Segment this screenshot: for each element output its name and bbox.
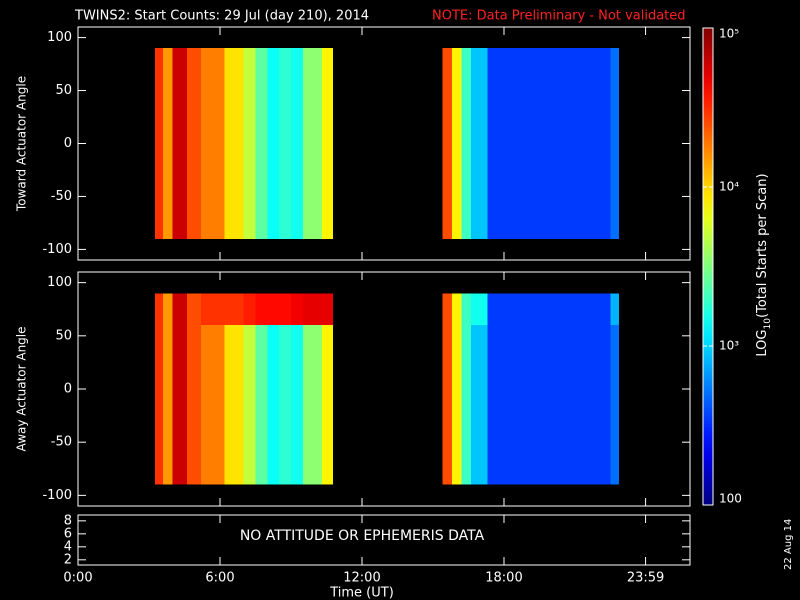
y-axis-label: Toward Actuator Angle [15, 76, 29, 212]
heatmap-cell [243, 293, 256, 326]
heatmap-cell [302, 293, 323, 326]
colorbar-label-sub: 10 [763, 318, 773, 330]
colorbar-tick-label: 100 [719, 492, 742, 506]
y-tick-label: 100 [47, 275, 72, 290]
heatmap-cell [451, 293, 462, 326]
y-tick-label: -50 [51, 189, 72, 204]
y-tick-label: 0 [64, 136, 72, 151]
heatmap-cell [610, 293, 620, 326]
heatmap-cell [201, 325, 226, 485]
heatmap-cell [155, 325, 164, 485]
heatmap-cell [255, 293, 268, 326]
heatmap-cell [255, 325, 268, 485]
colorbar-tick-label: 10³ [719, 339, 739, 353]
y-tick-label: 100 [47, 30, 72, 45]
heatmap-cell [201, 293, 226, 326]
heatmap-cell [172, 293, 188, 326]
heatmap-cell [186, 293, 202, 326]
y-tick-label: -100 [42, 242, 72, 257]
heatmap-cell [321, 325, 334, 485]
colorbar-tick-label: 10⁴ [719, 180, 739, 194]
y-tick-label: -50 [51, 435, 72, 450]
heatmap-cell [470, 293, 488, 326]
heatmap-cell [186, 48, 202, 239]
x-tick-label: 0:00 [63, 571, 92, 586]
heatmap-cell [279, 48, 292, 239]
y-tick-label: -100 [42, 488, 72, 503]
heatmap-cell [243, 325, 256, 485]
x-tick-label: 23:59 [627, 571, 664, 586]
x-tick-label: 18:00 [485, 571, 522, 586]
heatmap-cell [610, 325, 620, 485]
y-tick-label: 50 [55, 83, 72, 98]
heatmap-cell [186, 325, 202, 485]
heatmap-cell [461, 293, 472, 326]
heatmap-cell [267, 325, 280, 485]
heatmap-cell [201, 48, 226, 239]
heatmap-cell [461, 48, 472, 239]
heatmap-cell [163, 293, 174, 326]
heatmap-cell [290, 325, 304, 485]
heatmap-cell [267, 293, 280, 326]
heatmap-cell [279, 325, 292, 485]
heatmap-cell [172, 325, 188, 485]
note: NOTE: Data Preliminary - Not validated [432, 9, 686, 24]
y-tick-label: 50 [55, 328, 72, 343]
heatmap-cell [279, 293, 292, 326]
colorbar-tick-label: 10⁵ [719, 27, 739, 41]
y-tick-label: 2 [64, 552, 72, 567]
heatmap-cell [321, 48, 334, 239]
heatmap-cell [224, 325, 245, 485]
heatmap-cell [155, 48, 164, 239]
heatmap-cell [487, 48, 611, 239]
colorbar-label-main: LOG [755, 330, 770, 357]
heatmap-cell [290, 48, 304, 239]
heatmap-cell [442, 325, 453, 485]
x-axis-label: Time (UT) [329, 586, 394, 600]
heatmap-cell [267, 48, 280, 239]
heatmap-cell [163, 325, 174, 485]
heatmap-cell [255, 48, 268, 239]
heatmap-cell [321, 293, 334, 326]
date-stamp: 22 Aug 14 [783, 519, 794, 570]
heatmap-cell [290, 293, 304, 326]
heatmap-cell [487, 325, 611, 485]
heatmap-cell [610, 48, 620, 239]
heatmap-cell [451, 325, 462, 485]
heatmap-cell [243, 48, 256, 239]
heatmap-cell [442, 48, 453, 239]
heatmap-cell [172, 48, 188, 239]
y-tick-label: 0 [64, 382, 72, 397]
panel-message: NO ATTITUDE OR EPHEMERIS DATA [240, 528, 485, 544]
heatmap-cell [302, 48, 323, 239]
y-axis-label: Away Actuator Angle [15, 326, 29, 451]
x-tick-label: 12:00 [343, 571, 380, 586]
colorbar-label: LOG10(Total Starts per Scan) [755, 173, 773, 356]
heatmap-cell [224, 293, 245, 326]
heatmap-cell [224, 48, 245, 239]
x-tick-label: 6:00 [205, 571, 234, 586]
heatmap-cell [461, 325, 472, 485]
heatmap-cell [163, 48, 174, 239]
heatmap-cell [487, 293, 611, 326]
plot-frame [77, 514, 691, 566]
heatmap-cell [470, 325, 488, 485]
title: TWINS2: Start Counts: 29 Jul (day 210), … [74, 9, 369, 24]
colorbar [702, 27, 714, 506]
heatmap-cell [155, 293, 164, 326]
heatmap-cell [451, 48, 462, 239]
y-tick-label: 6 [64, 526, 72, 541]
heatmap-cell [470, 48, 488, 239]
heatmap-cell [302, 325, 323, 485]
colorbar-label-rest: (Total Starts per Scan) [755, 173, 770, 318]
y-tick-label: 4 [64, 539, 72, 554]
y-tick-label: 8 [64, 513, 72, 528]
heatmap-cell [442, 293, 453, 326]
